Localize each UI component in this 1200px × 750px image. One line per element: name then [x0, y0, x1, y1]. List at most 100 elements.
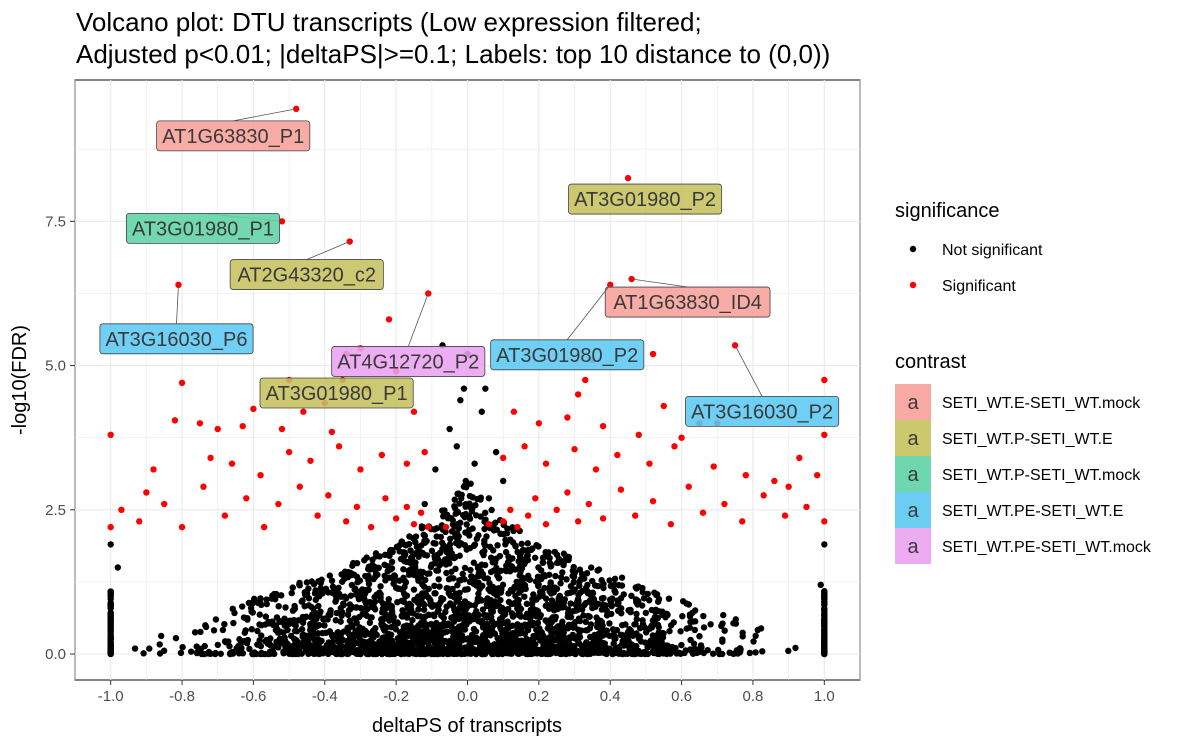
not-significant-point [582, 646, 590, 653]
not-significant-point [431, 612, 438, 620]
not-significant-point [305, 585, 312, 592]
significant-point [760, 492, 767, 499]
not-significant-point [687, 636, 694, 644]
not-significant-point [374, 571, 381, 578]
not-significant-point [291, 627, 299, 635]
not-significant-point [523, 600, 531, 608]
significant-point [442, 523, 450, 531]
not-significant-point [576, 578, 583, 585]
not-significant-point [420, 583, 428, 590]
significant-point [107, 431, 114, 439]
not-significant-point [256, 611, 263, 618]
not-significant-point [434, 567, 442, 574]
not-significant-point [437, 598, 444, 606]
significant-point [243, 495, 250, 502]
not-significant-point [422, 637, 429, 644]
not-significant-point [495, 648, 503, 655]
not-significant-point [455, 615, 462, 623]
not-significant-point [315, 592, 322, 599]
not-significant-point [325, 639, 333, 646]
not-significant-point [400, 574, 407, 582]
not-significant-point [315, 649, 322, 657]
not-significant-point [488, 506, 495, 514]
not-significant-point [476, 644, 483, 652]
not-significant-point [567, 600, 574, 607]
not-significant-point [472, 612, 480, 619]
not-significant-point [478, 408, 485, 415]
not-significant-point [419, 523, 427, 531]
not-significant-point [532, 578, 540, 585]
not-significant-point [524, 572, 532, 580]
not-significant-point [370, 575, 377, 583]
not-significant-point [367, 614, 374, 622]
not-significant-point [513, 578, 520, 585]
not-significant-point [475, 617, 482, 625]
not-significant-point [338, 578, 346, 585]
significant-point [161, 500, 168, 508]
significant-point [785, 483, 792, 490]
not-significant-point [409, 630, 416, 637]
not-significant-point [529, 619, 537, 627]
not-significant-point [821, 593, 828, 601]
significant-point [813, 471, 821, 479]
significant-point [542, 521, 550, 528]
y-axis-title: -log10(FDR) [9, 325, 31, 435]
not-significant-point [552, 572, 559, 580]
point-label: AT3G01980_P1 [132, 218, 274, 240]
not-significant-point [487, 568, 495, 576]
not-significant-point [448, 623, 455, 631]
not-significant-point [351, 586, 358, 593]
not-significant-point [682, 647, 689, 654]
not-significant-point [249, 650, 256, 658]
not-significant-point [677, 628, 684, 635]
not-significant-point [526, 637, 533, 645]
legend-swatch [895, 456, 931, 492]
point-label: AT4G12720_P2 [337, 351, 479, 373]
significant-point [507, 506, 514, 514]
not-significant-point [548, 597, 556, 604]
not-significant-point [332, 598, 339, 605]
not-significant-point [191, 629, 199, 636]
not-significant-point [409, 616, 416, 624]
label-box [685, 395, 840, 427]
x-axis-title: deltaPS of transcripts [372, 715, 562, 737]
significant-point [649, 350, 657, 358]
not-significant-point [700, 612, 707, 620]
legend-swatch-glyph: a [907, 392, 919, 414]
significant-point [300, 408, 307, 415]
not-significant-point [603, 607, 610, 614]
not-significant-point [821, 617, 828, 625]
not-significant-point [411, 571, 418, 579]
not-significant-point [497, 567, 505, 574]
not-significant-point [587, 633, 594, 641]
not-significant-point [746, 649, 754, 657]
not-significant-point [437, 533, 445, 541]
not-significant-point [557, 644, 565, 652]
significant-point [678, 434, 685, 441]
not-significant-point [636, 624, 644, 632]
not-significant-point [366, 619, 374, 626]
not-significant-point [205, 648, 213, 656]
not-significant-point [626, 626, 633, 633]
significant-point [136, 518, 143, 525]
not-significant-point [420, 618, 427, 625]
not-significant-point [634, 648, 642, 655]
not-significant-point [407, 566, 414, 573]
not-significant-point [466, 618, 473, 625]
significant-point [803, 503, 810, 511]
not-significant-point [456, 636, 463, 643]
legend-swatch-glyph: a [907, 428, 919, 450]
not-significant-point [404, 604, 411, 612]
not-significant-point [436, 562, 443, 569]
x-tick-label: -0.4 [312, 688, 338, 705]
not-significant-point [488, 598, 495, 606]
label-box [125, 212, 280, 244]
not-significant-point [523, 553, 531, 560]
not-significant-point [550, 607, 558, 614]
not-significant-point [473, 608, 480, 615]
not-significant-point [350, 559, 357, 567]
not-significant-point [463, 521, 470, 528]
significant-point [485, 521, 493, 528]
not-significant-point [606, 577, 613, 584]
not-significant-point [673, 650, 680, 657]
